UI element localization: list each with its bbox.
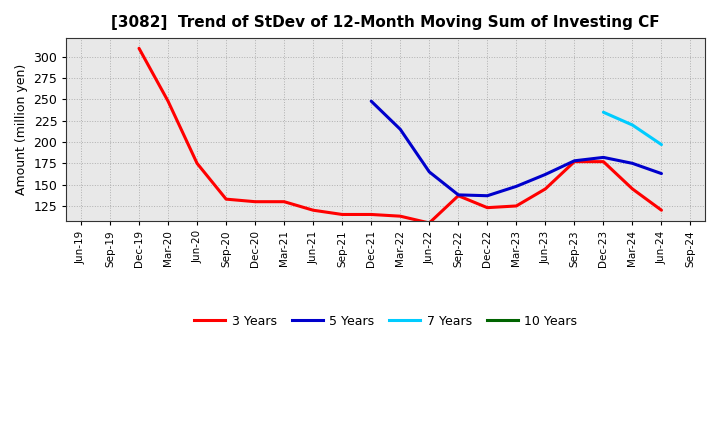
Title: [3082]  Trend of StDev of 12-Month Moving Sum of Investing CF: [3082] Trend of StDev of 12-Month Moving… bbox=[112, 15, 660, 30]
Y-axis label: Amount (million yen): Amount (million yen) bbox=[15, 64, 28, 195]
Legend: 3 Years, 5 Years, 7 Years, 10 Years: 3 Years, 5 Years, 7 Years, 10 Years bbox=[189, 310, 582, 333]
